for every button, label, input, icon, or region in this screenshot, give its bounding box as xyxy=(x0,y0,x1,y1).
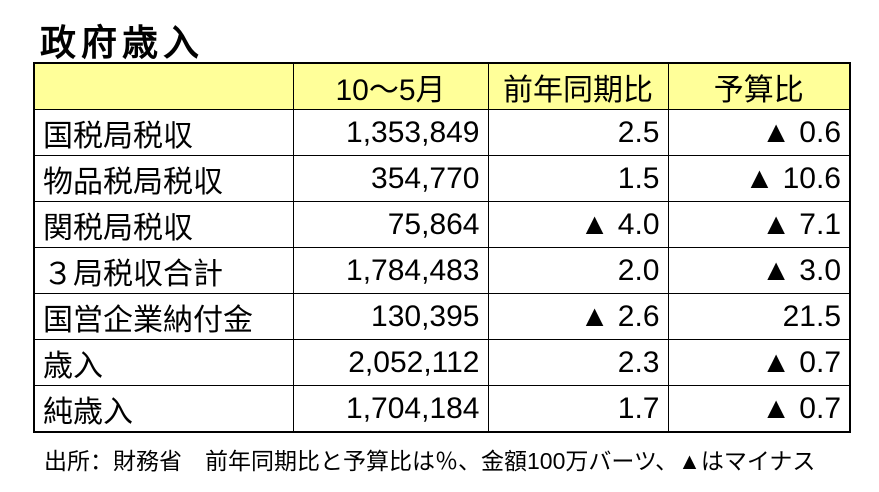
budget-cell: ▲ 0.7 xyxy=(667,339,851,386)
table-row: 関税局税収 75,864 ▲ 4.0 ▲ 7.1 xyxy=(33,201,851,248)
budget-cell: ▲ 7.1 xyxy=(667,201,851,248)
amount-cell: 1,704,184 xyxy=(292,385,489,433)
row-label-cell: 純歳入 xyxy=(33,385,294,433)
yoy-cell: ▲ 4.0 xyxy=(487,201,669,248)
table-row: 純歳入 1,704,184 1.7 ▲ 0.7 xyxy=(33,385,851,433)
table-row: 物品税局税収 354,770 1.5 ▲ 10.6 xyxy=(33,155,851,202)
budget-cell: ▲ 0.6 xyxy=(667,109,851,156)
budget-cell: ▲ 0.7 xyxy=(667,385,851,433)
budget-cell: 21.5 xyxy=(667,293,851,340)
budget-cell: ▲ 3.0 xyxy=(667,247,851,294)
yoy-cell: ▲ 2.6 xyxy=(487,293,669,340)
row-label-cell: 歳入 xyxy=(33,339,294,386)
source-note: 出所：財務省 前年同期比と予算比は％、金額100万バーツ、▲はマイナス xyxy=(44,448,816,474)
yoy-cell: 2.3 xyxy=(487,339,669,386)
amount-cell: 2,052,112 xyxy=(292,339,489,386)
row-label-cell: 国営企業納付金 xyxy=(33,293,294,340)
amount-cell: 130,395 xyxy=(292,293,489,340)
table-row: 国営企業納付金 130,395 ▲ 2.6 21.5 xyxy=(33,293,851,340)
header-cell-empty xyxy=(33,62,294,110)
row-label-cell: 物品税局税収 xyxy=(33,155,294,202)
yoy-cell: 2.0 xyxy=(487,247,669,294)
table-row: 国税局税収 1,353,849 2.5 ▲ 0.6 xyxy=(33,109,851,156)
amount-cell: 1,784,483 xyxy=(292,247,489,294)
row-label-cell: 国税局税収 xyxy=(33,109,294,156)
header-cell-period: 10〜5月 xyxy=(292,62,489,110)
government-revenue-table: 10〜5月 前年同期比 予算比 国税局税収 1,353,849 2.5 ▲ 0.… xyxy=(33,62,851,433)
amount-cell: 1,353,849 xyxy=(292,109,489,156)
amount-cell: 75,864 xyxy=(292,201,489,248)
yoy-cell: 2.5 xyxy=(487,109,669,156)
table-header-row: 10〜5月 前年同期比 予算比 xyxy=(33,62,851,110)
header-cell-budget: 予算比 xyxy=(667,62,851,110)
row-label-cell: ３局税収合計 xyxy=(33,247,294,294)
yoy-cell: 1.7 xyxy=(487,385,669,433)
row-label-cell: 関税局税収 xyxy=(33,201,294,248)
yoy-cell: 1.5 xyxy=(487,155,669,202)
table-row: 歳入 2,052,112 2.3 ▲ 0.7 xyxy=(33,339,851,386)
header-cell-yoy: 前年同期比 xyxy=(487,62,669,110)
table-row: ３局税収合計 1,784,483 2.0 ▲ 3.0 xyxy=(33,247,851,294)
budget-cell: ▲ 10.6 xyxy=(667,155,851,202)
page-title: 政府歳入 xyxy=(40,22,205,63)
amount-cell: 354,770 xyxy=(292,155,489,202)
